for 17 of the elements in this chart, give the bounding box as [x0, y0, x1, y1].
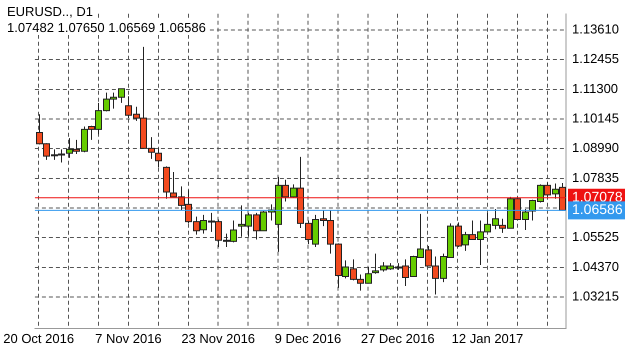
y-tick-label: 1.05525 [572, 229, 619, 244]
chart-title: EURUSD.., D1 [7, 4, 93, 19]
x-tick-label: 23 Nov 2016 [181, 330, 256, 346]
text: 1.07482 1.07650 1.06569 1.06586 [7, 20, 206, 35]
x-tick-label: 7 Nov 2016 [95, 330, 162, 346]
y-tick-label: 1.08990 [572, 140, 619, 156]
y-tick-label: 1.13610 [572, 22, 619, 37]
y-tick-label: 1.11300 [572, 80, 618, 96]
x-tick-label: 9 Dec 2016 [274, 330, 342, 346]
x-tick-label: 12 Jan 2017 [452, 330, 524, 346]
y-tick-label: 1.07835 [572, 170, 619, 185]
y-tick-label: 1.10145 [572, 110, 619, 126]
y-tick-label: 1.04370 [572, 258, 619, 274]
x-tick-label: 27 Dec 2016 [360, 330, 435, 346]
x-tick-label: 20 Oct 2016 [3, 330, 74, 346]
y-tick-label: 1.12455 [572, 51, 619, 66]
y-tick-label: 1.03215 [572, 288, 619, 304]
